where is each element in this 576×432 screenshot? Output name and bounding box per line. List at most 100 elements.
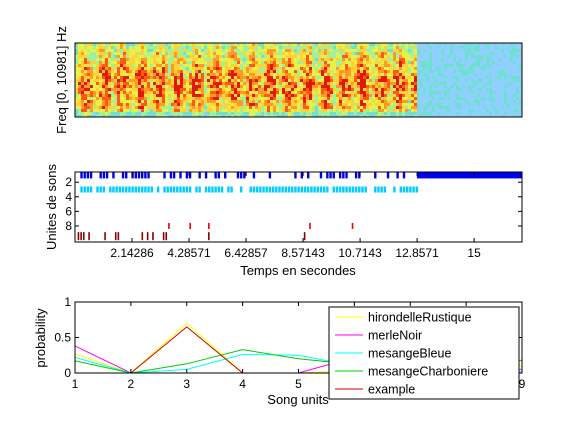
spectrogram-cell: [108, 112, 111, 115]
spectrogram-cell: [270, 97, 273, 100]
spectrogram-cell: [231, 85, 234, 88]
spectrogram-cell: [267, 97, 270, 100]
spectrogram-cell: [330, 112, 333, 115]
spectrogram-cell: [150, 58, 153, 61]
unit-mark: [374, 186, 377, 193]
spectrogram-cell: [177, 91, 180, 94]
spectrogram-cell: [144, 79, 147, 82]
spectrogram-cell: [408, 79, 411, 82]
spectrogram-cell: [285, 85, 288, 88]
spectrogram-cell: [348, 97, 351, 100]
units-xtick-label: 10.7143: [338, 246, 382, 260]
spectrogram-cell: [402, 100, 405, 103]
spectrogram-cell: [96, 115, 99, 117]
spectrogram-cell: [273, 94, 276, 97]
spectrogram-cell: [225, 91, 228, 94]
spectrogram-cell: [249, 82, 252, 85]
spectrogram-cell: [240, 76, 243, 79]
spectrogram-cell: [405, 109, 408, 112]
spectrogram-cell: [312, 70, 315, 73]
spectrogram-cell: [339, 115, 342, 117]
spectrogram-cell: [237, 49, 240, 52]
spectrogram-cell: [315, 58, 318, 61]
spectrogram-cell: [180, 85, 183, 88]
spectrogram-cell: [285, 91, 288, 94]
spectrogram-cell: [330, 46, 333, 49]
spectrogram-cell: [216, 64, 219, 67]
spectrogram-cell: [90, 88, 93, 91]
spectrogram-cell: [279, 106, 282, 109]
spectrogram-cell: [342, 76, 345, 79]
spectrogram-cell: [189, 43, 192, 46]
spectrogram-cell: [180, 49, 183, 52]
spectrogram-cell: [324, 103, 327, 106]
spectrogram-cell: [351, 46, 354, 49]
spectrogram-cell: [141, 64, 144, 67]
spectrogram-cell: [198, 82, 201, 85]
spectrogram-cell: [420, 79, 423, 82]
spectrogram-cell: [414, 82, 417, 85]
spectrogram-cell: [327, 100, 330, 103]
spectrogram-cell: [114, 112, 117, 115]
spectrogram-cell: [165, 73, 168, 76]
spectrogram-cell: [372, 100, 375, 103]
spectrogram-cell: [180, 94, 183, 97]
spectrogram-cell: [282, 55, 285, 58]
spectrogram-cell: [321, 100, 324, 103]
spectrogram-cell: [105, 52, 108, 55]
spectrogram-cell: [99, 46, 102, 49]
spectrogram-cell: [174, 115, 177, 117]
spectrogram-cell: [111, 106, 114, 109]
spectrogram-cell: [366, 43, 369, 46]
spectrogram-cell: [393, 49, 396, 52]
spectrogram-cell: [327, 64, 330, 67]
spectrogram-cell: [129, 73, 132, 76]
spectrogram-cell: [474, 73, 477, 76]
spectrogram-cell: [237, 46, 240, 49]
spectrogram-cell: [348, 46, 351, 49]
spectrogram-cell: [399, 58, 402, 61]
spectrogram-cell: [342, 46, 345, 49]
spectrogram-cell: [165, 67, 168, 70]
spectrogram-cell: [132, 115, 135, 117]
spectrogram-cell: [153, 112, 156, 115]
spectrogram-cell: [198, 58, 201, 61]
spectrogram-cell: [354, 73, 357, 76]
spectrogram-cell: [81, 58, 84, 61]
spectrogram-cell: [168, 88, 171, 91]
spectrogram-cell: [318, 79, 321, 82]
spectrogram-cell: [108, 64, 111, 67]
spectrogram-cell: [405, 58, 408, 61]
spectrogram-cell: [120, 70, 123, 73]
spectrogram-cell: [300, 49, 303, 52]
spectrogram-cell: [192, 79, 195, 82]
units-x-ticks: 2.14286 4.28571 6.42857 8.57143 10.7143 12.85…: [110, 172, 481, 260]
spectrogram-cell: [315, 76, 318, 79]
spectrogram-cell: [192, 67, 195, 70]
spectrogram-cell: [342, 103, 345, 106]
spectrogram-cell: [402, 91, 405, 94]
spectrogram-cell: [207, 106, 210, 109]
spectrogram-cell: [465, 55, 468, 58]
spectrogram-cell: [207, 43, 210, 46]
spectrogram-cell: [273, 112, 276, 115]
spectrogram-cell: [414, 70, 417, 73]
spectrogram-cell: [354, 49, 357, 52]
spectrogram-cell: [396, 88, 399, 91]
spectrogram-cell: [105, 58, 108, 61]
spectrogram-cell: [255, 52, 258, 55]
spectrogram-cell: [123, 109, 126, 112]
spectrogram-cell: [90, 94, 93, 97]
spectrogram-cell: [144, 52, 147, 55]
spectrogram-cell: [351, 49, 354, 52]
spectrogram-cell: [201, 58, 204, 61]
spectrogram-cell: [441, 97, 444, 100]
spectrogram-cell: [315, 82, 318, 85]
spectrogram-cell: [84, 100, 87, 103]
spectrogram-cell: [267, 100, 270, 103]
spectrogram-cell: [519, 79, 522, 82]
spectrogram-cell: [294, 97, 297, 100]
spectrogram-cell: [288, 70, 291, 73]
spectrogram-cell: [192, 73, 195, 76]
spectrogram-cell: [201, 109, 204, 112]
